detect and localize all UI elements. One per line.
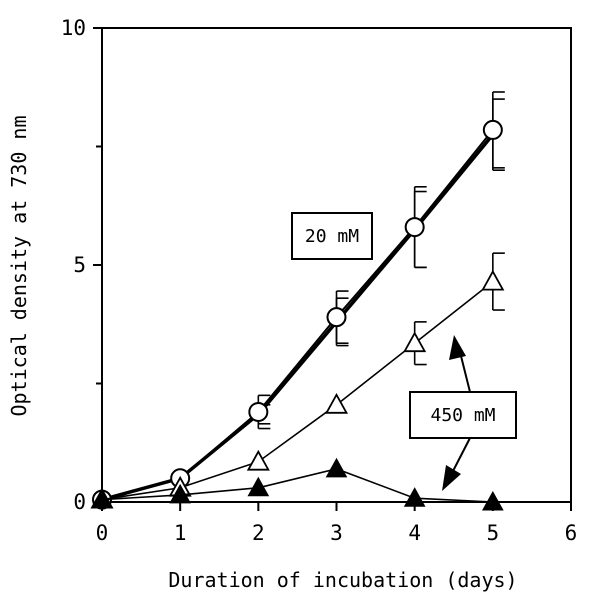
data-point — [91, 488, 113, 509]
annotation-450mm: 450 mM — [409, 391, 517, 439]
data-point — [481, 269, 505, 291]
annotation-20mm-box — [291, 212, 373, 260]
data-point — [326, 307, 347, 328]
data-point — [324, 392, 349, 414]
x-tick-label: 3 — [330, 521, 343, 545]
data-point — [325, 457, 348, 478]
annotation-450mm-label: 450 mM — [430, 405, 495, 426]
series-filled-triangle — [91, 457, 504, 511]
data-point — [404, 217, 425, 238]
series-filled-square — [98, 98, 505, 504]
annotation-arrows — [442, 335, 471, 491]
data-point — [403, 487, 426, 507]
arrow-up-line — [459, 351, 471, 393]
series-group — [90, 91, 505, 511]
y-tick-label: 0 — [73, 490, 86, 514]
series-open-circle — [92, 91, 505, 510]
data-point — [246, 449, 270, 471]
data-point — [247, 476, 270, 497]
y-tick-label: 5 — [73, 253, 86, 277]
plot-area: 0 1 2 3 4 5 6 0 5 10 — [61, 16, 578, 545]
series-line — [101, 133, 495, 502]
arrow-down-line — [451, 437, 471, 474]
x-tick-label: 4 — [408, 521, 421, 545]
annotation-20mm-label: 20 mM — [305, 226, 359, 247]
x-tick-label: 1 — [174, 521, 187, 545]
data-point — [403, 331, 427, 353]
y-tick-label: 10 — [61, 16, 86, 40]
data-point — [248, 401, 269, 422]
series-line — [101, 280, 494, 501]
series-line — [101, 467, 493, 503]
x-tick-label: 2 — [252, 521, 265, 545]
x-tick-label: 6 — [565, 521, 578, 545]
arrow-up-head — [449, 335, 466, 360]
annotation-20mm: 20 mM — [291, 212, 373, 260]
x-tick-label: 5 — [487, 521, 500, 545]
data-point — [481, 490, 504, 511]
x-axis-title: Duration of incubation (days) — [168, 568, 517, 592]
data-point — [482, 119, 503, 140]
series-line — [101, 129, 494, 501]
arrow-down-head — [442, 465, 461, 491]
y-axis-title: Optical density at 730 nm — [7, 115, 31, 416]
data-point — [169, 483, 192, 504]
x-tick-label: 0 — [96, 521, 109, 545]
series-open-triangle — [90, 252, 505, 509]
annotation-450mm-box — [409, 391, 517, 439]
